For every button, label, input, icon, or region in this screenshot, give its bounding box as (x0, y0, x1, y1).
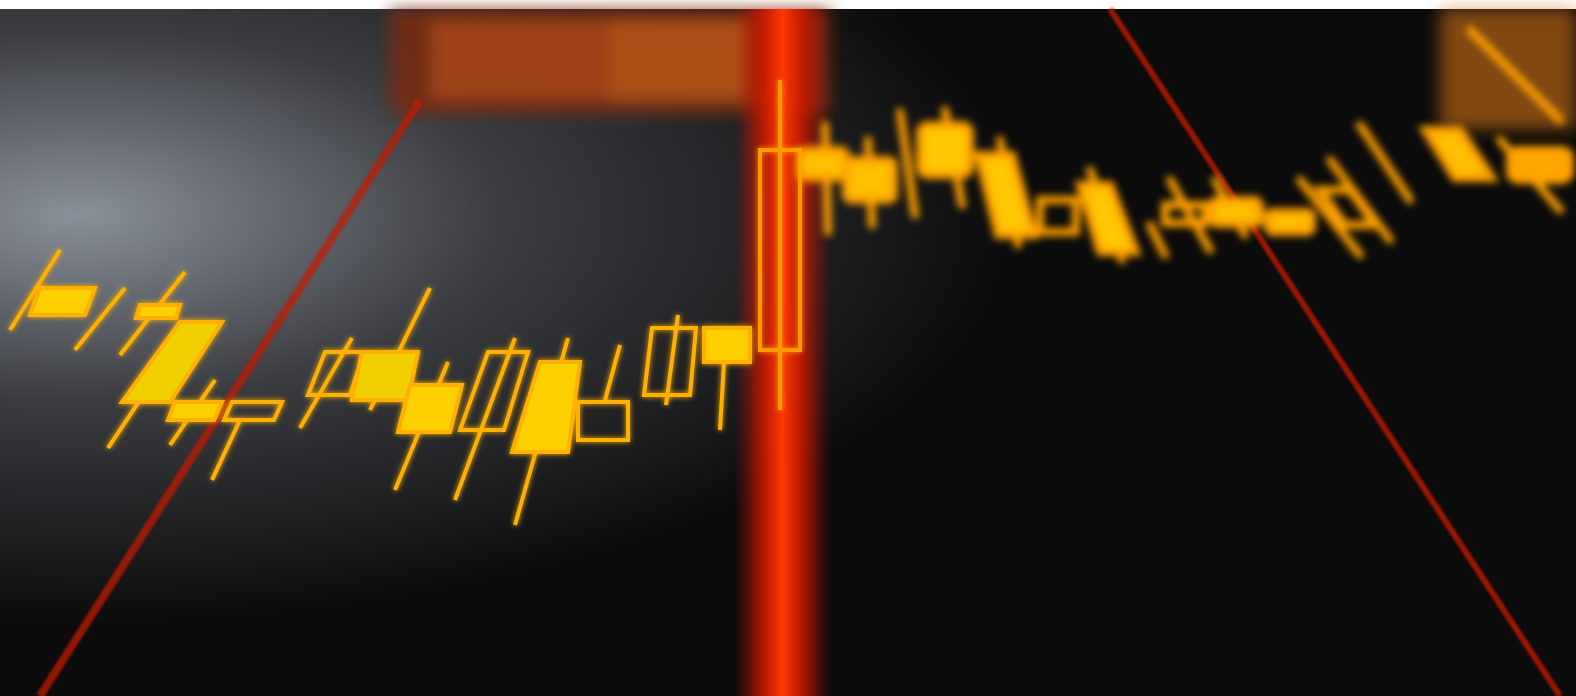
candle-body (916, 121, 974, 179)
price-box-cell (610, 20, 750, 100)
candle-body (702, 326, 752, 364)
candle-body (165, 400, 226, 422)
candle-body (395, 383, 465, 434)
candle-body (1208, 196, 1264, 228)
candle-body (1036, 196, 1080, 236)
candle-body (1264, 208, 1316, 236)
candle-body (305, 350, 367, 397)
candle-body (27, 286, 98, 317)
wick (1166, 176, 1214, 254)
wick (1296, 176, 1364, 259)
candle-body (133, 303, 183, 320)
candles-left (8, 80, 802, 526)
wick (603, 344, 622, 401)
candle-body (576, 400, 630, 442)
candle-body (972, 151, 1040, 239)
candle-body (509, 360, 583, 454)
candle-body (1417, 126, 1500, 182)
price-box-cell (430, 20, 610, 100)
wick (453, 337, 517, 501)
candle-body (758, 148, 802, 352)
wick (73, 286, 127, 352)
candles-right (796, 26, 1574, 264)
candle-body (842, 156, 898, 204)
candle-body (1161, 201, 1209, 227)
candle-body (118, 320, 226, 404)
diagonal-lines (36, 7, 1563, 696)
wick (1466, 26, 1564, 124)
wick (1146, 221, 1169, 259)
candle-body (641, 326, 699, 397)
diagonal-line (36, 97, 424, 696)
candle-body (1506, 146, 1574, 184)
diagonal-line (1107, 7, 1563, 696)
candle-body (457, 350, 531, 432)
wick (896, 108, 919, 219)
wick (106, 398, 142, 450)
candle-body (1074, 181, 1142, 256)
candle-body (796, 146, 850, 182)
candle-body (1312, 186, 1383, 229)
wick (8, 248, 62, 332)
candle-body (220, 400, 286, 422)
wick (1356, 121, 1414, 204)
wick (210, 419, 242, 481)
